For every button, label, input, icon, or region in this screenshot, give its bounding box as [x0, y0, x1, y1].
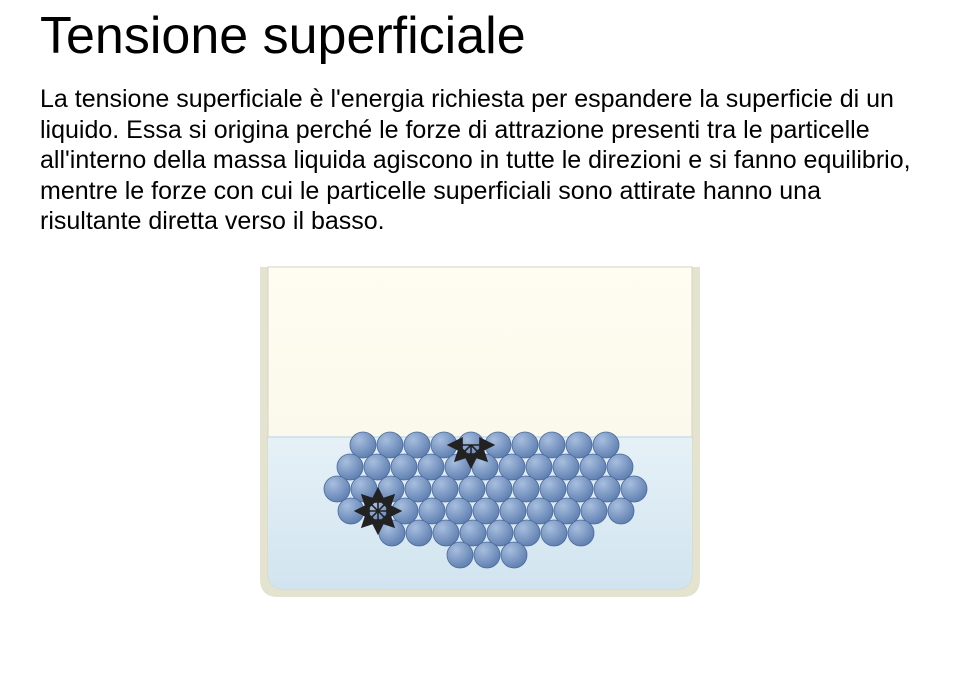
particle [337, 454, 363, 480]
particle [391, 454, 417, 480]
particle [404, 432, 430, 458]
particle [541, 520, 567, 546]
particle [459, 476, 485, 502]
particle [621, 476, 647, 502]
particle [566, 432, 592, 458]
particle [554, 498, 580, 524]
particle [581, 498, 607, 524]
particle [364, 454, 390, 480]
particle [568, 520, 594, 546]
particle [593, 432, 619, 458]
particle [607, 454, 633, 480]
particle [527, 498, 553, 524]
particle [473, 498, 499, 524]
particle [419, 498, 445, 524]
particle [446, 498, 472, 524]
particle [474, 542, 500, 568]
particle [406, 520, 432, 546]
particle [447, 542, 473, 568]
particle [514, 520, 540, 546]
particle [513, 476, 539, 502]
particle [553, 454, 579, 480]
page-title: Tensione superficiale [40, 6, 920, 66]
surface-tension-diagram [245, 257, 715, 597]
particle [350, 432, 376, 458]
particle [594, 476, 620, 502]
particle [324, 476, 350, 502]
particle [608, 498, 634, 524]
particle [432, 476, 458, 502]
body-paragraph: La tensione superficiale è l'energia ric… [40, 84, 920, 237]
particle [405, 476, 431, 502]
particle [580, 454, 606, 480]
particle [460, 520, 486, 546]
particle [487, 520, 513, 546]
particle [500, 498, 526, 524]
particle [486, 476, 512, 502]
particle [540, 476, 566, 502]
particle [377, 432, 403, 458]
particle [526, 454, 552, 480]
particle [512, 432, 538, 458]
particle [539, 432, 565, 458]
particle [499, 454, 525, 480]
particle [501, 542, 527, 568]
particle [418, 454, 444, 480]
particle [567, 476, 593, 502]
particle [433, 520, 459, 546]
